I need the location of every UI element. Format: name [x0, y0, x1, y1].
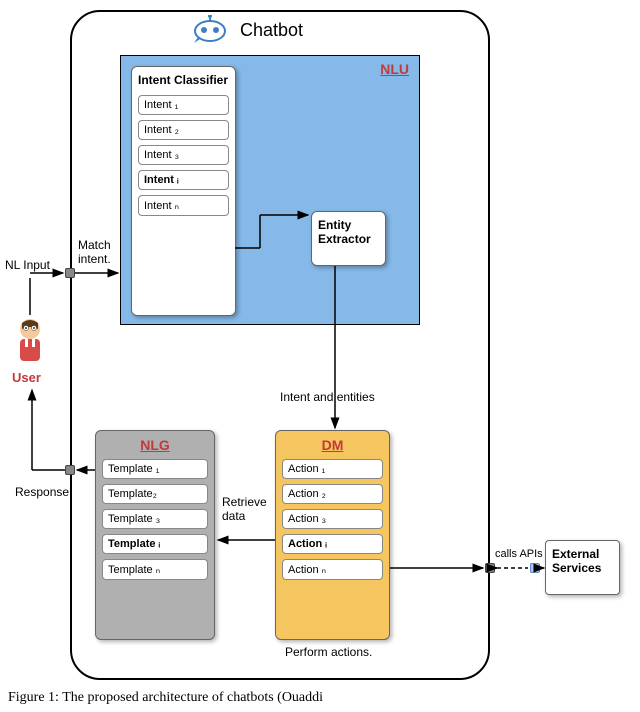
edge-label-match-intent: Match intent. — [78, 238, 120, 266]
figure-caption: Figure 1: The proposed architecture of c… — [8, 690, 323, 706]
nlg-label: NLG — [102, 437, 208, 453]
action-item: Action ₂ — [282, 484, 383, 504]
action-item: Action ₃ — [282, 509, 383, 529]
intent-classifier-title: Intent Classifier — [138, 73, 229, 87]
intent-item: Intent ₃ — [138, 145, 229, 165]
external-services: External Services — [545, 540, 620, 595]
dm-module: DM Action ₁ Action ₂ Action ₃ Action ᵢ A… — [275, 430, 390, 640]
nlu-label: NLU — [380, 61, 409, 77]
template-item: Template ₃ — [102, 509, 208, 529]
template-item: Template ₁ — [102, 459, 208, 479]
template-item: Template ₙ — [102, 559, 208, 580]
intent-item-active: Intent ᵢ — [138, 170, 229, 190]
connector-response — [65, 465, 75, 475]
edge-label-intent-entities: Intent and entities — [280, 390, 375, 404]
chatbot-title: Chatbot — [240, 20, 303, 41]
edge-label-nl-input: NL Input — [5, 258, 50, 272]
user-label: User — [12, 370, 41, 385]
edge-label-retrieve-data: Retrieve data — [222, 495, 272, 523]
connector-api-right — [530, 563, 540, 573]
action-item: Action ₙ — [282, 559, 383, 580]
nlg-module: NLG Template ₁ Template₂ Template ₃ Temp… — [95, 430, 215, 640]
nlu-module: NLU Intent Classifier Intent ₁ Intent ₂ … — [120, 55, 420, 325]
intent-item: Intent ₁ — [138, 95, 229, 115]
intent-item: Intent ₂ — [138, 120, 229, 140]
action-item-active: Action ᵢ — [282, 534, 383, 554]
action-item: Action ₁ — [282, 459, 383, 479]
edge-label-response: Response — [15, 485, 69, 499]
chatbot-icon — [190, 15, 230, 45]
template-item: Template₂ — [102, 484, 208, 504]
template-item-active: Template ᵢ — [102, 534, 208, 554]
connector-input — [65, 268, 75, 278]
intent-classifier: Intent Classifier Intent ₁ Intent ₂ Inte… — [131, 66, 236, 316]
connector-api-left — [485, 563, 495, 573]
dm-label: DM — [282, 437, 383, 453]
dm-footer: Perform actions. — [285, 645, 372, 659]
entity-extractor: Entity Extractor — [311, 211, 386, 266]
user-icon — [8, 315, 53, 365]
edge-label-calls-apis: calls APIs — [495, 548, 543, 560]
intent-item: Intent ₙ — [138, 195, 229, 216]
